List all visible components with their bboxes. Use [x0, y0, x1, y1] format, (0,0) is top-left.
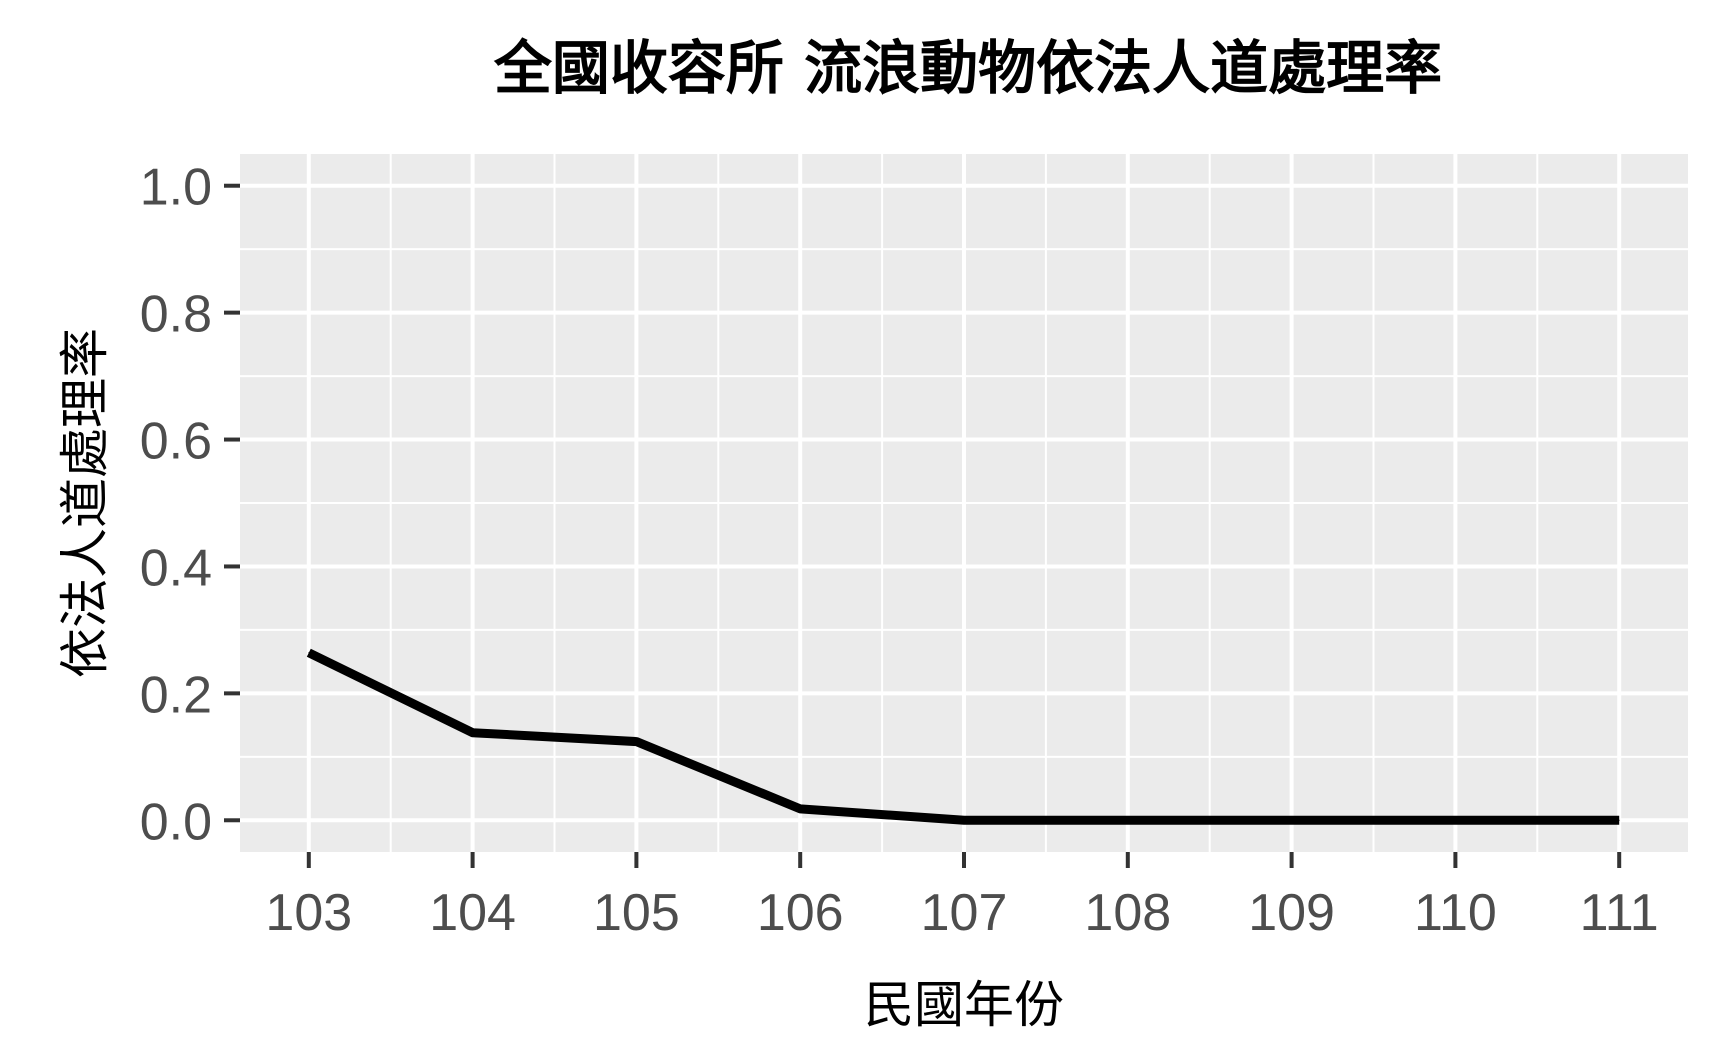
y-tick-label: 0.8: [140, 286, 212, 344]
y-axis-title: 依法人道處理率: [56, 328, 114, 678]
x-tick-label: 106: [757, 884, 844, 942]
data-point: [472, 732, 474, 734]
x-tick-label: 105: [593, 884, 680, 942]
data-point: [799, 808, 801, 810]
x-tick-label: 110: [1414, 884, 1497, 942]
x-tick-label: 103: [265, 884, 352, 942]
y-tick-label: 0.4: [140, 539, 212, 597]
chart-title: 全國收容所 流浪動物依法人道處理率: [493, 34, 1442, 102]
x-tick-label: 104: [429, 884, 516, 942]
data-point: [1454, 819, 1456, 821]
y-tick-label: 1.0: [140, 159, 212, 217]
x-axis-title: 民國年份: [864, 976, 1064, 1034]
x-axis: 103 104 105 106 107 108 109 110 111: [265, 852, 1659, 942]
x-tick-label: 111: [1580, 884, 1659, 942]
data-point: [1291, 819, 1293, 821]
y-tick-label: 0.6: [140, 413, 212, 471]
y-tick-label: 0.2: [140, 666, 212, 724]
x-tick-label: 108: [1084, 884, 1171, 942]
data-point: [963, 819, 965, 821]
series-layer: [306, 648, 1620, 825]
data-point: [635, 741, 637, 743]
y-axis: 0.0 0.2 0.4 0.6 0.8 1.0: [140, 159, 240, 851]
data-point: [308, 652, 310, 654]
x-tick-label: 107: [921, 884, 1008, 942]
x-tick-label: 109: [1248, 884, 1335, 942]
y-tick-label: 0.0: [140, 793, 212, 851]
data-point: [1618, 819, 1620, 821]
data-point: [1127, 819, 1129, 821]
